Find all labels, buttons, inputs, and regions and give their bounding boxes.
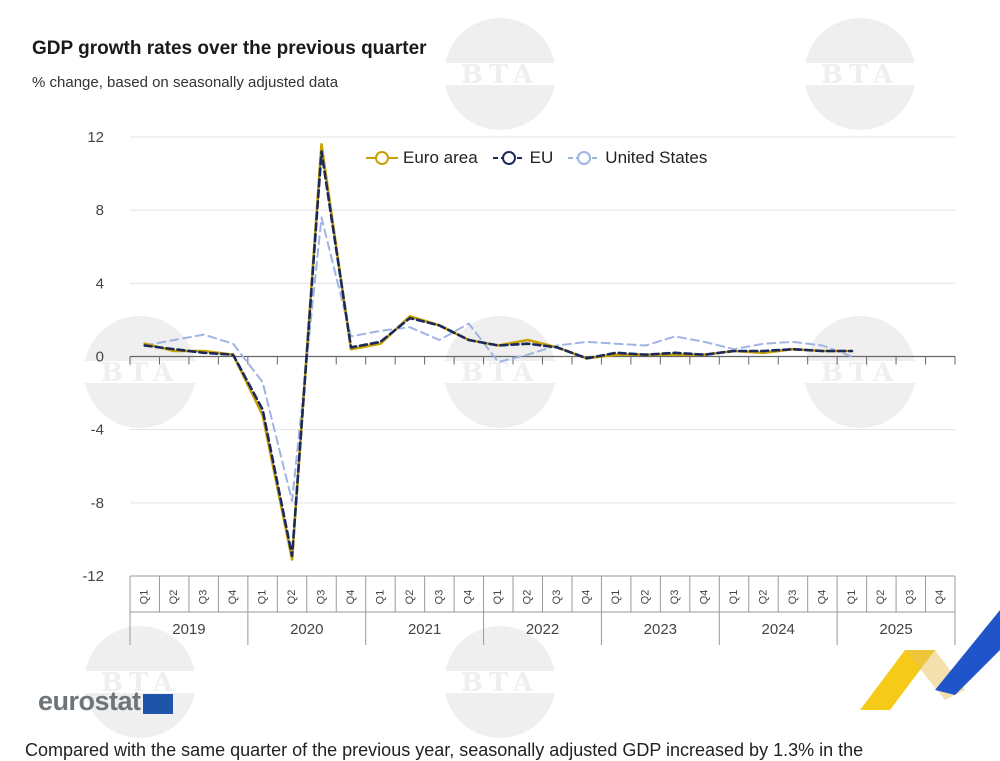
bta-watermark-circle	[444, 18, 556, 130]
x-year-label: 2024	[762, 621, 795, 638]
x-year-label: 2025	[879, 621, 912, 638]
bta-watermark-text: BTA	[461, 60, 539, 90]
bta-watermark-text: BTA	[821, 358, 899, 388]
legend-item-euro-area[interactable]: Euro area	[365, 148, 478, 168]
bta-watermark-text: BTA	[821, 60, 899, 90]
y-tick-label: 0	[96, 349, 104, 366]
x-quarter-label: Q2	[522, 590, 534, 605]
bta-watermark-text: BTA	[101, 668, 179, 698]
x-quarter-label: Q1	[610, 590, 622, 605]
bta-watermark-band	[438, 361, 562, 383]
x-year-label: 2019	[172, 621, 205, 638]
x-quarter-label: Q4	[581, 590, 593, 605]
legend-item-united-states[interactable]: United States	[567, 148, 707, 168]
y-tick-label: -8	[91, 495, 104, 512]
x-quarter-label: Q2	[286, 590, 298, 605]
bta-watermark-circle	[444, 626, 556, 738]
x-quarter-label: Q3	[433, 590, 445, 605]
x-quarter-label: Q3	[315, 590, 327, 605]
bta-watermark-4: BTA	[798, 316, 922, 428]
x-quarter-label: Q1	[728, 590, 740, 605]
bta-watermark-circle	[804, 316, 916, 428]
bta-watermarks: BTA BTA BTA BTA BTA BTA BTA	[78, 18, 922, 738]
x-quarter-label: Q2	[757, 590, 769, 605]
x-quarter-label: Q1	[846, 590, 858, 605]
chart-subtitle: % change, based on seasonally adjusted d…	[32, 74, 339, 91]
bta-watermark-band	[78, 671, 202, 693]
bta-watermark-band	[798, 361, 922, 383]
chart-title: GDP growth rates over the previous quart…	[32, 38, 427, 59]
y-tick-label: -12	[82, 568, 104, 585]
x-quarter-label: Q1	[139, 590, 151, 605]
x-quarter-label: Q4	[227, 590, 239, 605]
y-tick-label: -4	[91, 422, 104, 439]
bta-watermark-5: BTA	[78, 626, 202, 738]
x-axis: Q1 Q2 Q3 Q4 Q1 Q2 Q3 Q4 Q1 Q2 Q3 Q4 Q1 Q2 Q3 Q4 Q1 Q2 Q3 Q4…	[129, 356, 956, 645]
y-axis: 12 8 4 0 -4 -8 -12	[82, 129, 104, 585]
x-quarter-label: Q4	[345, 590, 357, 605]
legend-label-euro-area: Euro area	[403, 148, 478, 167]
x-quarter-label: Q3	[669, 590, 681, 605]
legend-marker-eu	[492, 151, 525, 165]
x-quarter-label: Q1	[492, 590, 504, 605]
bta-watermark-circle	[84, 316, 196, 428]
bta-watermark-6: BTA	[438, 626, 562, 738]
corner-decoration	[860, 610, 1000, 710]
x-quarter-label: Q3	[905, 590, 917, 605]
legend-label-eu: EU	[529, 148, 554, 167]
bta-watermark-2: BTA	[78, 316, 202, 428]
x-quarter-label: Q2	[640, 590, 652, 605]
bta-watermark-band	[78, 361, 202, 383]
legend-marker-united-states	[568, 151, 601, 165]
eurostat-logo-text: eurostat	[38, 686, 141, 716]
y-tick-label: 12	[87, 129, 104, 146]
series-line-united-states	[143, 216, 853, 502]
legend-label-united-states: United States	[605, 148, 708, 167]
y-tick-label: 4	[96, 275, 104, 292]
x-quarter-label: Q1	[374, 590, 386, 605]
bta-watermark-text: BTA	[101, 358, 179, 388]
chart-legend: Euro area EU United States	[365, 148, 721, 168]
x-quarter-label: Q3	[198, 590, 210, 605]
series-line-eu	[143, 150, 854, 558]
bta-watermark-text: BTA	[461, 668, 539, 698]
x-quarter-label: Q3	[787, 590, 799, 605]
x-quarter-label: Q2	[404, 590, 416, 605]
bta-watermark-1: BTA	[798, 18, 922, 130]
eurostat-logo: eurostat	[38, 686, 173, 717]
bta-watermark-text: BTA	[461, 358, 539, 388]
x-quarter-label: Q4	[698, 590, 710, 605]
x-year-label: 2022	[526, 621, 559, 638]
eu-flag-icon	[142, 693, 173, 714]
bta-watermark-circle	[804, 18, 916, 130]
x-quarter-label: Q2	[875, 590, 887, 605]
bta-watermark-band	[438, 671, 562, 693]
chart-series	[143, 143, 854, 561]
x-year-label: 2020	[290, 621, 323, 638]
x-year-label: 2023	[644, 621, 677, 638]
legend-marker-euro-area	[366, 151, 398, 165]
bta-watermark-0: BTA	[438, 18, 562, 130]
bta-watermark-band	[438, 63, 562, 85]
x-quarter-label: Q3	[551, 590, 563, 605]
x-quarter-label: Q4	[463, 590, 475, 605]
source-caption: Compared with the same quarter of the pr…	[25, 740, 864, 760]
bta-watermark-band	[798, 63, 922, 85]
legend-item-eu[interactable]: EU	[492, 148, 554, 168]
x-quarter-label: Q2	[168, 590, 180, 605]
x-quarter-label: Q4	[816, 590, 828, 605]
x-quarter-label: Q1	[256, 590, 268, 605]
y-tick-label: 8	[96, 202, 104, 219]
x-quarter-label: Q4	[934, 590, 946, 605]
x-year-label: 2021	[408, 621, 441, 638]
